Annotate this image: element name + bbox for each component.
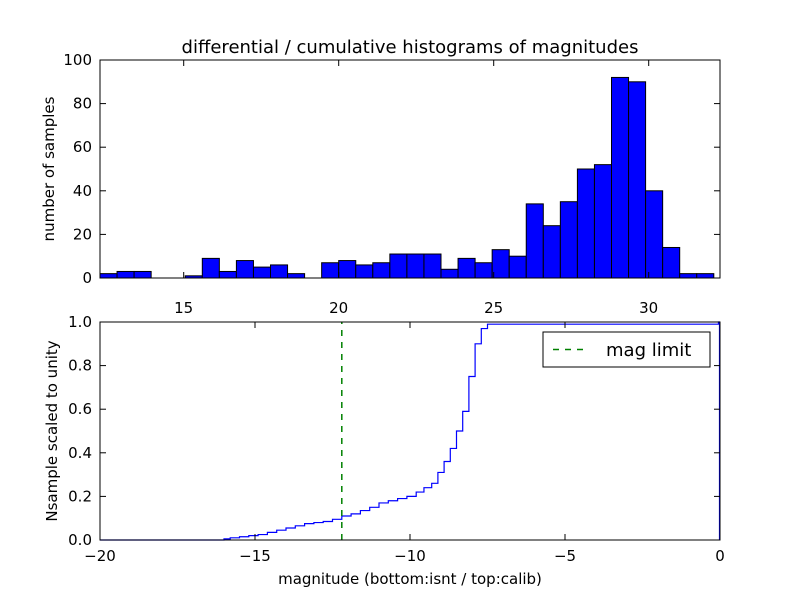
top-y-tick-label: 20 xyxy=(73,225,92,243)
histogram-bar xyxy=(440,268,459,279)
chart-title: differential / cumulative histograms of … xyxy=(182,37,639,58)
histogram-bar xyxy=(338,260,357,279)
histogram-bar xyxy=(270,264,289,279)
histogram-bar xyxy=(423,253,442,279)
top-y-tick-label: 40 xyxy=(73,182,92,200)
histogram-bar xyxy=(628,81,647,279)
histogram-bar xyxy=(218,270,237,279)
top-x-tick-label: 15 xyxy=(174,299,193,317)
histogram-bar xyxy=(559,201,578,279)
top-ticks: 0 20 40 60 80 100 15 20 25 30 xyxy=(63,51,720,317)
histogram-bar xyxy=(99,273,118,279)
legend: mag limit xyxy=(542,331,711,368)
histogram-bar xyxy=(662,246,681,279)
top-x-tick-label: 25 xyxy=(484,299,503,317)
bottom-x-axis-label: magnitude (bottom:isnt / top:calib) xyxy=(278,570,542,588)
bottom-y-axis-label: Nsample scaled to unity xyxy=(43,340,61,521)
histogram-bar xyxy=(133,270,152,279)
histogram-bar xyxy=(252,266,271,279)
histogram-bar xyxy=(645,190,664,279)
bottom-plot-frame xyxy=(99,321,721,541)
bottom-cumulative-plot: Nsample scaled to unity magnitude (botto… xyxy=(43,313,725,588)
histogram-bar xyxy=(406,253,425,279)
top-plot-frame xyxy=(99,59,721,279)
top-y-tick-label: 0 xyxy=(82,269,92,287)
bottom-x-tick-label: −10 xyxy=(394,547,426,565)
histogram-bar xyxy=(508,255,527,279)
bottom-y-tick-label: 0.2 xyxy=(68,487,92,505)
histogram-bar xyxy=(389,253,408,279)
bottom-y-tick-label: 0.4 xyxy=(68,444,92,462)
bottom-y-tick-label: 1.0 xyxy=(68,313,92,331)
histogram-bar xyxy=(542,225,561,279)
histogram-bar xyxy=(576,168,595,279)
histogram-bar xyxy=(491,249,510,279)
histogram-bar xyxy=(457,257,476,279)
bottom-ticks: 0.0 0.2 0.4 0.6 0.8 1.0 −20 −15 −10 −5 0 xyxy=(68,313,725,565)
bottom-x-tick-label: −20 xyxy=(84,547,116,565)
top-y-axis-label: number of samples xyxy=(40,96,58,241)
histogram-bar xyxy=(116,270,135,279)
histogram-bar xyxy=(593,164,613,279)
bottom-y-tick-label: 0.8 xyxy=(68,357,92,375)
histogram-bar xyxy=(355,264,374,279)
histogram-bar xyxy=(525,203,544,279)
top-x-tick-label: 30 xyxy=(639,299,658,317)
top-y-tick-label: 80 xyxy=(73,95,92,113)
histogram-bar xyxy=(696,273,715,279)
histogram-bar xyxy=(372,262,391,279)
bottom-x-tick-label: −15 xyxy=(239,547,271,565)
top-histogram-plot: differential / cumulative histograms of … xyxy=(40,37,721,317)
legend-label: mag limit xyxy=(606,340,691,361)
histogram-bar xyxy=(201,257,220,279)
bottom-y-tick-label: 0.6 xyxy=(68,400,92,418)
histogram-bar xyxy=(474,262,493,279)
histogram-bar xyxy=(287,273,306,279)
histogram-bar xyxy=(611,76,630,279)
cumulative-step-line xyxy=(100,321,720,541)
top-y-tick-label: 100 xyxy=(63,51,92,69)
histogram-bar xyxy=(679,273,698,279)
histogram-bar xyxy=(235,260,254,279)
bottom-x-tick-label: 0 xyxy=(715,547,725,565)
top-x-tick-label: 20 xyxy=(329,299,348,317)
bottom-y-tick-label: 0.0 xyxy=(68,531,92,549)
bottom-x-tick-label: −5 xyxy=(554,547,576,565)
top-y-tick-label: 60 xyxy=(73,138,92,156)
histogram-bar xyxy=(321,262,340,279)
top-bars xyxy=(99,76,715,279)
